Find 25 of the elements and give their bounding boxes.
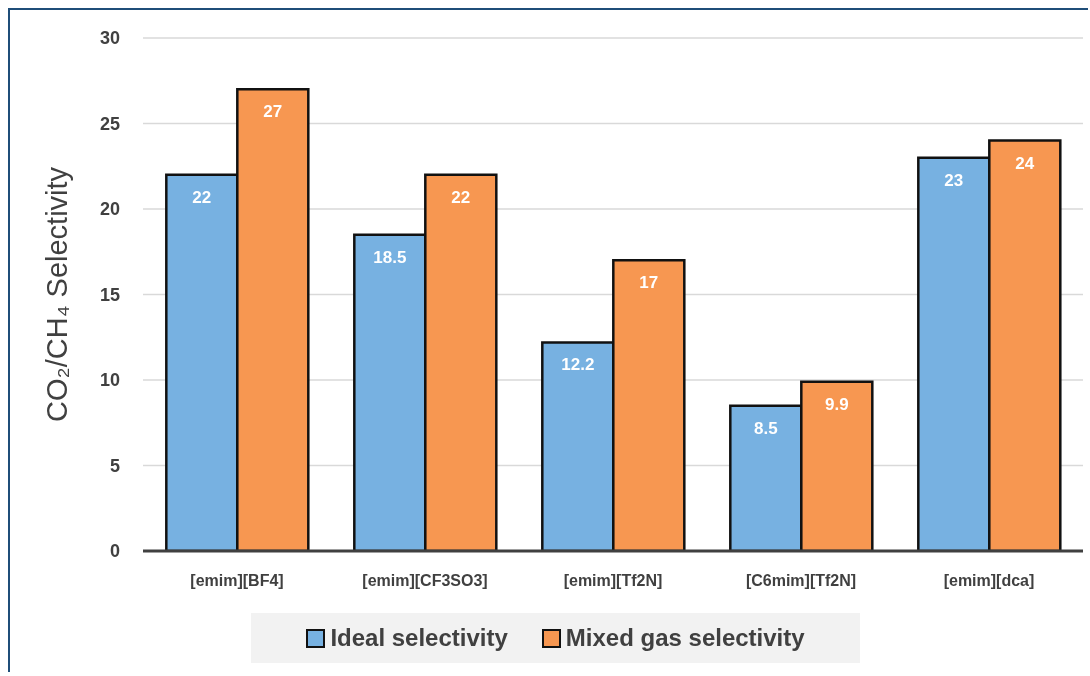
data-label: 18.5 bbox=[373, 247, 407, 267]
data-label: 23 bbox=[944, 170, 964, 190]
x-tick-label: [emim][dca] bbox=[943, 572, 1035, 590]
x-tick-label: [C6mim][Tf2N] bbox=[745, 572, 857, 590]
x-tick-label: [emim][CF3SO3] bbox=[362, 572, 488, 590]
x-tick-label: [emim][Tf2N] bbox=[563, 572, 663, 590]
y-tick-label: 10 bbox=[99, 370, 120, 391]
y-tick-label: 30 bbox=[99, 28, 120, 49]
y-tick-label: 5 bbox=[109, 455, 120, 476]
x-tick-label: [emim][BF4] bbox=[190, 572, 284, 590]
data-label: 9.9 bbox=[824, 394, 849, 414]
data-label: 12.2 bbox=[561, 355, 595, 375]
data-label: 24 bbox=[1015, 153, 1035, 173]
y-tick-label: 0 bbox=[109, 541, 120, 562]
y-axis-title: CO₂/CH₄ Selectivity bbox=[41, 166, 73, 423]
y-tick-label: 20 bbox=[99, 199, 120, 220]
legend-label: Mixed gas selectivity bbox=[565, 624, 805, 652]
data-label: 22 bbox=[451, 187, 471, 207]
legend-label: Ideal selectivity bbox=[330, 624, 508, 652]
data-label: 27 bbox=[263, 102, 283, 122]
data-label: 22 bbox=[192, 187, 212, 207]
y-tick-label: 25 bbox=[99, 113, 120, 134]
y-tick-label: 15 bbox=[99, 284, 120, 305]
data-label: 17 bbox=[639, 273, 659, 293]
data-label: 8.5 bbox=[753, 418, 778, 438]
